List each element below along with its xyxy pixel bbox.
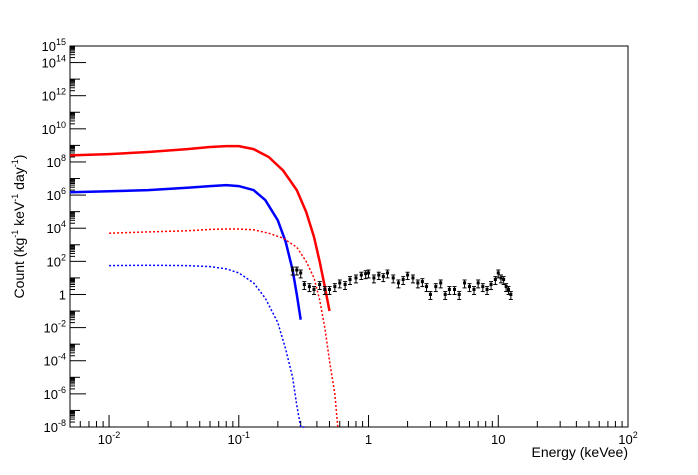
y-tick-label: 10-6 [44, 385, 66, 402]
x-tick-label: 1 [365, 432, 372, 447]
data-point [428, 292, 432, 296]
data-point [406, 273, 410, 277]
x-axis-title: Energy (keVee) [532, 444, 629, 460]
y-tick-label: 1014 [42, 54, 66, 71]
data-points-layer [290, 266, 513, 300]
data-point [295, 268, 299, 272]
data-point [472, 287, 476, 291]
data-point [447, 287, 451, 291]
series-line-3 [109, 228, 339, 428]
series-line-1 [69, 144, 331, 312]
x-tick-label: 10-1 [228, 430, 250, 447]
data-point [443, 292, 447, 296]
data-point [411, 276, 415, 280]
data-point [496, 271, 500, 275]
y-tick-label: 1015 [42, 37, 66, 54]
y-tick-label: 108 [47, 153, 66, 170]
data-point [420, 280, 424, 284]
data-point [364, 272, 368, 276]
data-point [493, 278, 497, 282]
y-tick-label: 1 [59, 287, 66, 302]
data-point [481, 285, 485, 289]
y-tick-label: 1010 [42, 120, 66, 137]
y-tick-label: 106 [47, 186, 66, 203]
data-point [381, 275, 385, 279]
data-point [385, 271, 389, 275]
data-point [307, 285, 311, 289]
data-point [372, 276, 376, 280]
data-point [416, 281, 420, 285]
data-point [425, 285, 429, 289]
y-tick-label: 10-2 [44, 319, 66, 336]
data-point [476, 281, 480, 285]
data-point [359, 273, 363, 277]
data-point [401, 278, 405, 282]
data-point [318, 283, 322, 287]
x-tick-label: 102 [618, 430, 637, 447]
data-point [457, 292, 461, 296]
data-point [463, 281, 467, 285]
y-tick-label: 10-8 [44, 418, 66, 435]
y-tick-label: 10-4 [44, 352, 66, 369]
data-point [507, 287, 511, 291]
data-point [291, 268, 295, 272]
data-point [327, 287, 331, 291]
data-point [499, 276, 503, 280]
y-tick-label: 102 [47, 252, 66, 269]
data-point [391, 276, 395, 280]
data-point [467, 285, 471, 289]
plot-frame [69, 45, 629, 428]
data-point [343, 283, 347, 287]
data-point [338, 281, 342, 285]
series-line-2 [69, 183, 302, 320]
data-point [434, 285, 438, 289]
y-tick-label: 1012 [42, 87, 66, 104]
data-point [439, 281, 443, 285]
x-tick-label: 10 [491, 432, 505, 447]
data-point [489, 283, 493, 287]
data-point [312, 287, 316, 291]
y-tick-label: 104 [47, 219, 66, 236]
axis-labels: 10-2 10-1 1 10 102 10-8 10-6 10-4 10-2 1 102 104 106… [10, 37, 638, 460]
data-point [377, 273, 381, 277]
data-point [453, 287, 457, 291]
data-point [502, 278, 506, 282]
data-point [504, 285, 508, 289]
data-point [354, 276, 358, 280]
series-layer [69, 144, 339, 428]
y-axis-title: Count (kg-1 keV-1 day-1) [10, 155, 27, 299]
x-tick-label: 10-2 [98, 430, 120, 447]
data-point [485, 287, 489, 291]
data-point [396, 281, 400, 285]
series-line-4 [109, 264, 305, 428]
data-point [509, 292, 513, 296]
data-point [302, 283, 306, 287]
data-point [323, 287, 327, 291]
axes [69, 45, 629, 428]
data-point [367, 271, 371, 275]
data-point [299, 271, 303, 275]
data-point [348, 278, 352, 282]
data-point [333, 285, 337, 289]
